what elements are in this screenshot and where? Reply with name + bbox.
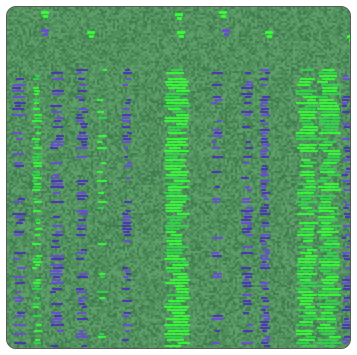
noise-texture-image [7,7,350,348]
image-frame [6,6,351,349]
